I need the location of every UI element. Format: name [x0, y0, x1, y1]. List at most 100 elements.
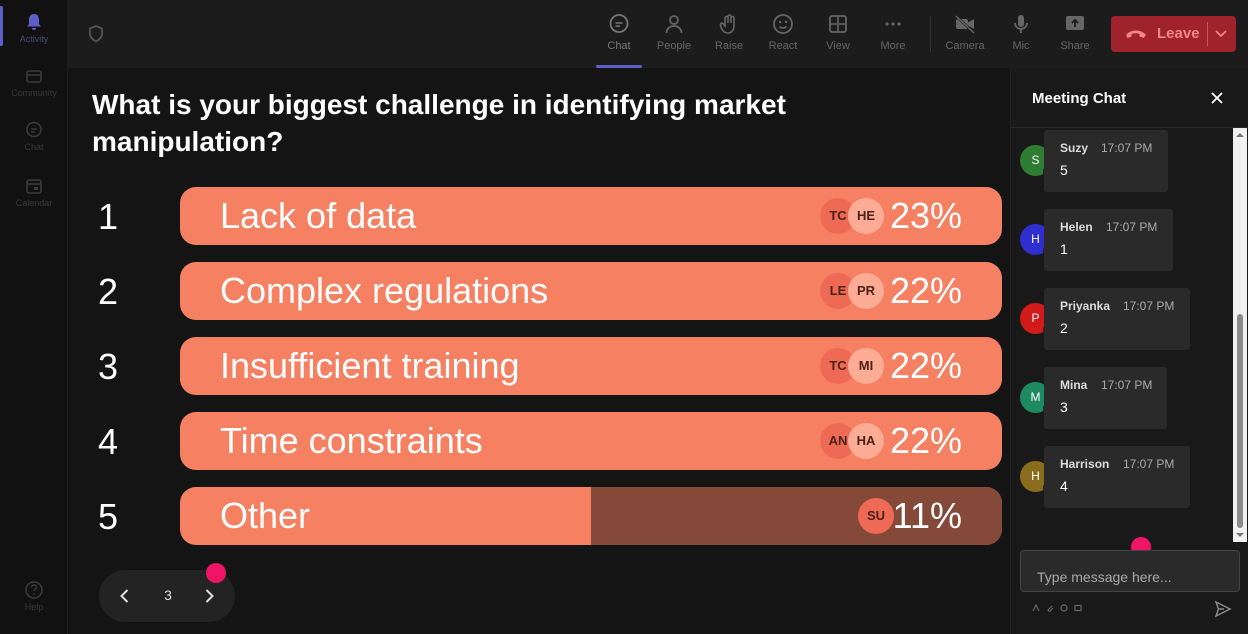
voter-avatar: SU: [858, 498, 894, 534]
camera-button-label: Camera: [945, 40, 985, 52]
people-icon: [665, 15, 683, 34]
poll-question: What is your biggest challenge in identi…: [92, 89, 786, 157]
poll-option-bar[interactable]: Other SU 11%: [180, 487, 1002, 545]
rail-item-activity[interactable]: Activity: [0, 12, 68, 44]
attach-icon[interactable]: [1046, 604, 1054, 612]
option-number: 4: [98, 421, 119, 462]
chat-button[interactable]: Chat: [594, 10, 644, 68]
message-bubble: Suzy 17:07 PM 5: [1044, 130, 1168, 192]
chat-button-label: Chat: [607, 40, 631, 52]
camera-button[interactable]: Camera: [940, 10, 990, 62]
chat-message: H Harrison 17:07 PM 4: [1019, 446, 1231, 510]
poll-option-bar[interactable]: Lack of data TC HE 23%: [180, 187, 1002, 245]
option-percent: 23%: [889, 195, 962, 236]
chevron-left-icon[interactable]: [115, 586, 135, 606]
calendar-icon: [26, 179, 42, 194]
emoji-icon[interactable]: [1060, 604, 1068, 612]
chat-message-input[interactable]: [1020, 550, 1240, 592]
camera-off-icon: [955, 15, 975, 34]
close-icon[interactable]: [1209, 90, 1225, 106]
rail-item-label: Calendar: [15, 198, 53, 208]
leave-button[interactable]: Leave: [1111, 16, 1236, 52]
people-button-label: People: [656, 40, 692, 52]
shield-icon[interactable]: [86, 24, 106, 44]
option-number: 5: [98, 496, 119, 537]
option-percent: 11%: [892, 495, 962, 536]
grid-icon: [829, 15, 847, 33]
chat-icon: [609, 14, 629, 33]
meeting-toolbar: Chat People Raise React View More Camera…: [68, 0, 1248, 68]
poll-option-bar[interactable]: Complex regulations LE PR 22%: [180, 262, 1002, 320]
message-bubble: Helen 17:07 PM 1: [1044, 209, 1173, 271]
view-button[interactable]: View: [813, 10, 863, 62]
message-text: 3: [1060, 399, 1068, 415]
help-icon: [25, 581, 43, 599]
left-rail: Activity Community Chat Calendar Help: [0, 0, 68, 634]
rail-item-label: Activity: [19, 34, 49, 44]
people-button[interactable]: People: [649, 10, 699, 62]
rail-item-community[interactable]: Community: [0, 66, 68, 98]
mic-icon: [1014, 15, 1028, 33]
poll-stage: What is your biggest challenge in identi…: [68, 68, 1010, 634]
gif-icon[interactable]: [1074, 604, 1082, 612]
page-number: 3: [164, 587, 172, 603]
format-icon[interactable]: [1032, 604, 1040, 612]
chat-title: Meeting Chat: [1032, 90, 1127, 107]
rail-item-calendar[interactable]: Calendar: [0, 176, 68, 208]
chevron-down-icon[interactable]: [1213, 27, 1229, 41]
share-button-label: Share: [1060, 40, 1090, 52]
react-button-label: React: [768, 40, 798, 52]
more-button[interactable]: More: [868, 10, 918, 62]
option-label: Complex regulations: [220, 270, 549, 311]
bar-remainder: [591, 487, 1002, 545]
scroll-down-arrow-icon[interactable]: [1236, 531, 1244, 539]
chat-header: Meeting Chat: [1011, 68, 1248, 128]
message-time: 17:07 PM: [1123, 299, 1175, 313]
chevron-right-icon[interactable]: [199, 586, 219, 606]
chat-icon: [26, 121, 42, 138]
chat-message: H Helen 17:07 PM 1: [1019, 209, 1231, 273]
rail-item-label: Chat: [24, 142, 44, 152]
community-icon: [26, 70, 42, 83]
rail-item-label: Community: [11, 88, 57, 98]
rail-item-label: Help: [24, 602, 44, 612]
option-percent: 22%: [889, 420, 962, 461]
option-number: 1: [98, 196, 119, 237]
message-bubble: Harrison 17:07 PM 4: [1044, 446, 1190, 508]
cursor-indicator-dot: [206, 563, 226, 583]
react-button[interactable]: React: [758, 10, 808, 62]
sender-name: Priyanka: [1060, 299, 1111, 313]
message-text: 1: [1060, 241, 1068, 257]
rail-active-indicator: [0, 6, 3, 46]
rail-item-chat[interactable]: Chat: [0, 120, 68, 152]
message-time: 17:07 PM: [1123, 457, 1175, 471]
chat-message: S Suzy 17:07 PM 5: [1019, 130, 1231, 194]
mic-button-label: Mic: [1012, 40, 1030, 52]
sender-name: Mina: [1060, 378, 1088, 392]
share-button[interactable]: Share: [1050, 10, 1100, 62]
scroll-up-arrow-icon[interactable]: [1236, 131, 1244, 139]
rail-item-help[interactable]: Help: [0, 580, 68, 612]
chat-scrollbar[interactable]: [1233, 128, 1247, 542]
poll-option-bar[interactable]: Time constraints AN HA 22%: [180, 412, 1002, 470]
message-text: 5: [1060, 162, 1068, 178]
raise-hand-button[interactable]: Raise: [704, 10, 754, 62]
mic-button[interactable]: Mic: [996, 10, 1046, 62]
chat-message: P Priyanka 17:07 PM 2: [1019, 288, 1231, 352]
option-percent: 22%: [889, 345, 962, 386]
poll-option-bar[interactable]: Insufficient training TC MI 22%: [180, 337, 1002, 395]
option-number: 3: [98, 346, 119, 387]
view-button-label: View: [826, 40, 850, 52]
send-icon[interactable]: [1214, 600, 1232, 618]
bell-icon: [27, 14, 41, 30]
leave-button-label: Leave: [1157, 25, 1200, 42]
more-dots-icon: [885, 22, 901, 26]
voter-avatar: MI: [848, 348, 884, 384]
message-time: 17:07 PM: [1101, 141, 1153, 155]
smiley-icon: [773, 14, 793, 34]
option-label: Lack of data: [220, 195, 417, 236]
message-time: 17:07 PM: [1101, 378, 1153, 392]
option-label: Time constraints: [220, 420, 483, 461]
scrollbar-thumb[interactable]: [1237, 314, 1243, 528]
toolbar-divider: [930, 16, 931, 52]
